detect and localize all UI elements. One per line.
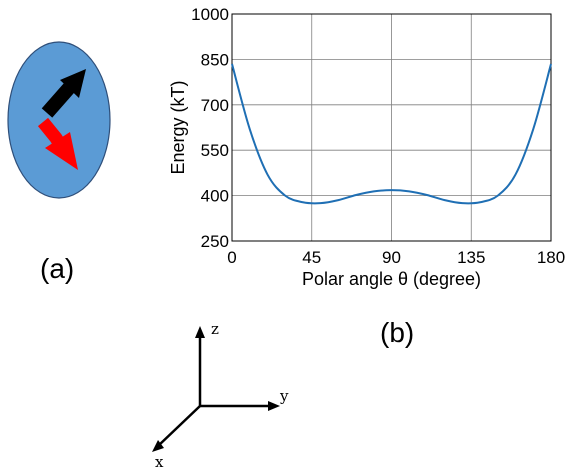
coordinate-axes (152, 326, 280, 452)
particle-ellipse (7, 41, 111, 199)
y-tick-label: 850 (201, 50, 229, 69)
z-arrow-icon (195, 326, 205, 338)
x-tick-label: 90 (382, 248, 401, 267)
energy-curve (231, 63, 552, 205)
red-arrow-icon (37, 117, 78, 170)
z-axis-label: z (211, 320, 219, 338)
panel-a-label: (a) (40, 253, 74, 284)
chart-ticks: 0 45 90 135 180 250 400 550 700 850 1000 (191, 5, 565, 267)
y-axis-label: Energy (kT) (168, 80, 188, 174)
black-arrow-icon (41, 69, 86, 118)
x-axis-line (157, 405, 201, 447)
x-axis-label-coord: x (155, 453, 164, 470)
x-tick-label: 0 (227, 248, 236, 267)
chart-grid (231, 13, 552, 242)
x-axis-label: Polar angle θ (degree) (302, 269, 481, 289)
energy-chart: 0 45 90 135 180 250 400 550 700 850 1000 Polar ang… (168, 5, 565, 289)
x-tick-label: 45 (302, 248, 321, 267)
panel-a: (a) (7, 41, 111, 284)
x-tick-label: 135 (457, 248, 485, 267)
plot-frame (231, 13, 552, 242)
x-arrow-icon (152, 440, 164, 452)
x-tick-label: 180 (537, 248, 565, 267)
panel-b-label: (b) (380, 317, 414, 348)
y-tick-label: 400 (201, 187, 229, 206)
y-tick-label: 1000 (191, 5, 229, 24)
y-arrow-icon (268, 401, 280, 411)
y-axis-label-coord: y (279, 387, 289, 405)
y-tick-label: 700 (201, 96, 229, 115)
y-tick-label: 250 (201, 232, 229, 251)
y-tick-label: 550 (201, 141, 229, 160)
